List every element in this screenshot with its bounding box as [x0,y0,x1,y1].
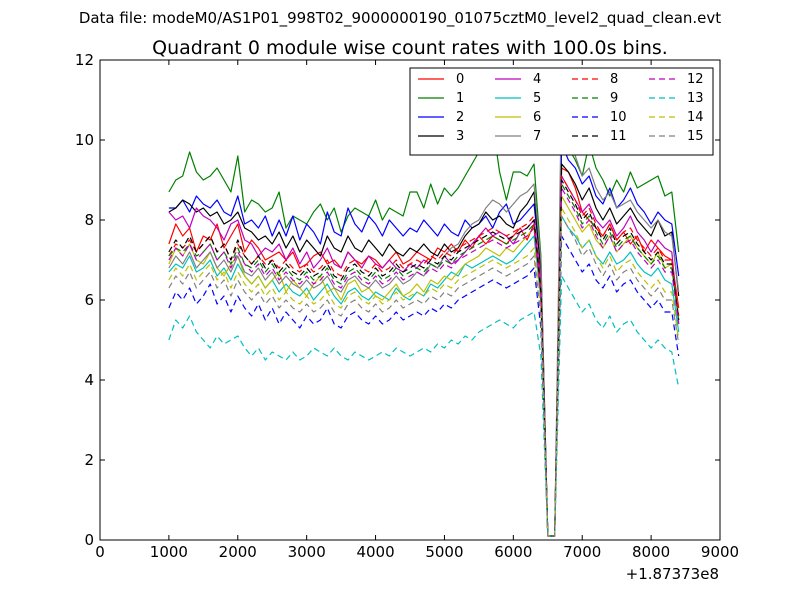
y-tick-label: 10 [75,131,94,149]
y-tick-label: 6 [84,291,94,309]
series-line-1 [168,123,680,537]
x-tick-label: 4000 [356,543,394,561]
series-line-9 [168,183,680,537]
y-tick-label: 12 [75,51,94,69]
series-layer [168,83,680,537]
x-offset-label: +1.87373e8 [626,565,719,583]
x-tick-label: 8000 [632,543,670,561]
legend-label-4: 4 [533,72,541,87]
series-line-13 [168,275,680,537]
y-tick-label: 4 [84,371,94,389]
legend-label-5: 5 [533,91,541,106]
legend-label-14: 14 [687,110,704,125]
series-line-4 [168,175,680,537]
legend-label-6: 6 [533,110,541,125]
legend-label-12: 12 [687,72,704,87]
chart-title: Quadrant 0 module wise count rates with … [152,37,668,59]
legend-label-9: 9 [610,91,618,106]
series-line-8 [168,175,680,537]
legend-box [409,67,714,156]
series-line-7 [168,83,680,537]
series-line-10 [168,235,680,537]
legend-label-1: 1 [456,91,464,106]
legend-label-2: 2 [456,110,464,125]
y-tick-label: 8 [84,211,94,229]
series-line-6 [168,195,680,537]
x-tick-label: 3000 [288,543,326,561]
x-tick-label: 6000 [494,543,532,561]
legend-label-7: 7 [533,129,541,144]
legend-label-13: 13 [687,91,704,106]
x-tick-label: 7000 [563,543,601,561]
series-line-3 [168,163,680,537]
x-axis: 0 1000 2000 3000 4000 5000 6000 7000 8000 9000 [95,60,739,561]
x-tick-label: 1000 [150,543,188,561]
y-tick-label: 2 [84,451,94,469]
figure-suptitle: Data file: modeM0/AS1P01_998T02_90000001… [78,9,722,27]
legend-label-8: 8 [610,72,618,87]
legend-label-11: 11 [610,129,627,144]
x-tick-label: 9000 [701,543,739,561]
x-tick-label: 5000 [425,543,463,561]
series-line-2 [168,143,680,537]
legend-label-10: 10 [610,110,627,125]
y-tick-label: 0 [84,531,94,549]
x-tick-label: 0 [95,543,105,561]
legend-label-0: 0 [456,72,464,87]
x-tick-label: 2000 [219,543,257,561]
series-line-15 [168,215,680,537]
legend-label-15: 15 [687,129,704,144]
legend-label-3: 3 [456,129,464,144]
series-line-11 [168,179,680,537]
